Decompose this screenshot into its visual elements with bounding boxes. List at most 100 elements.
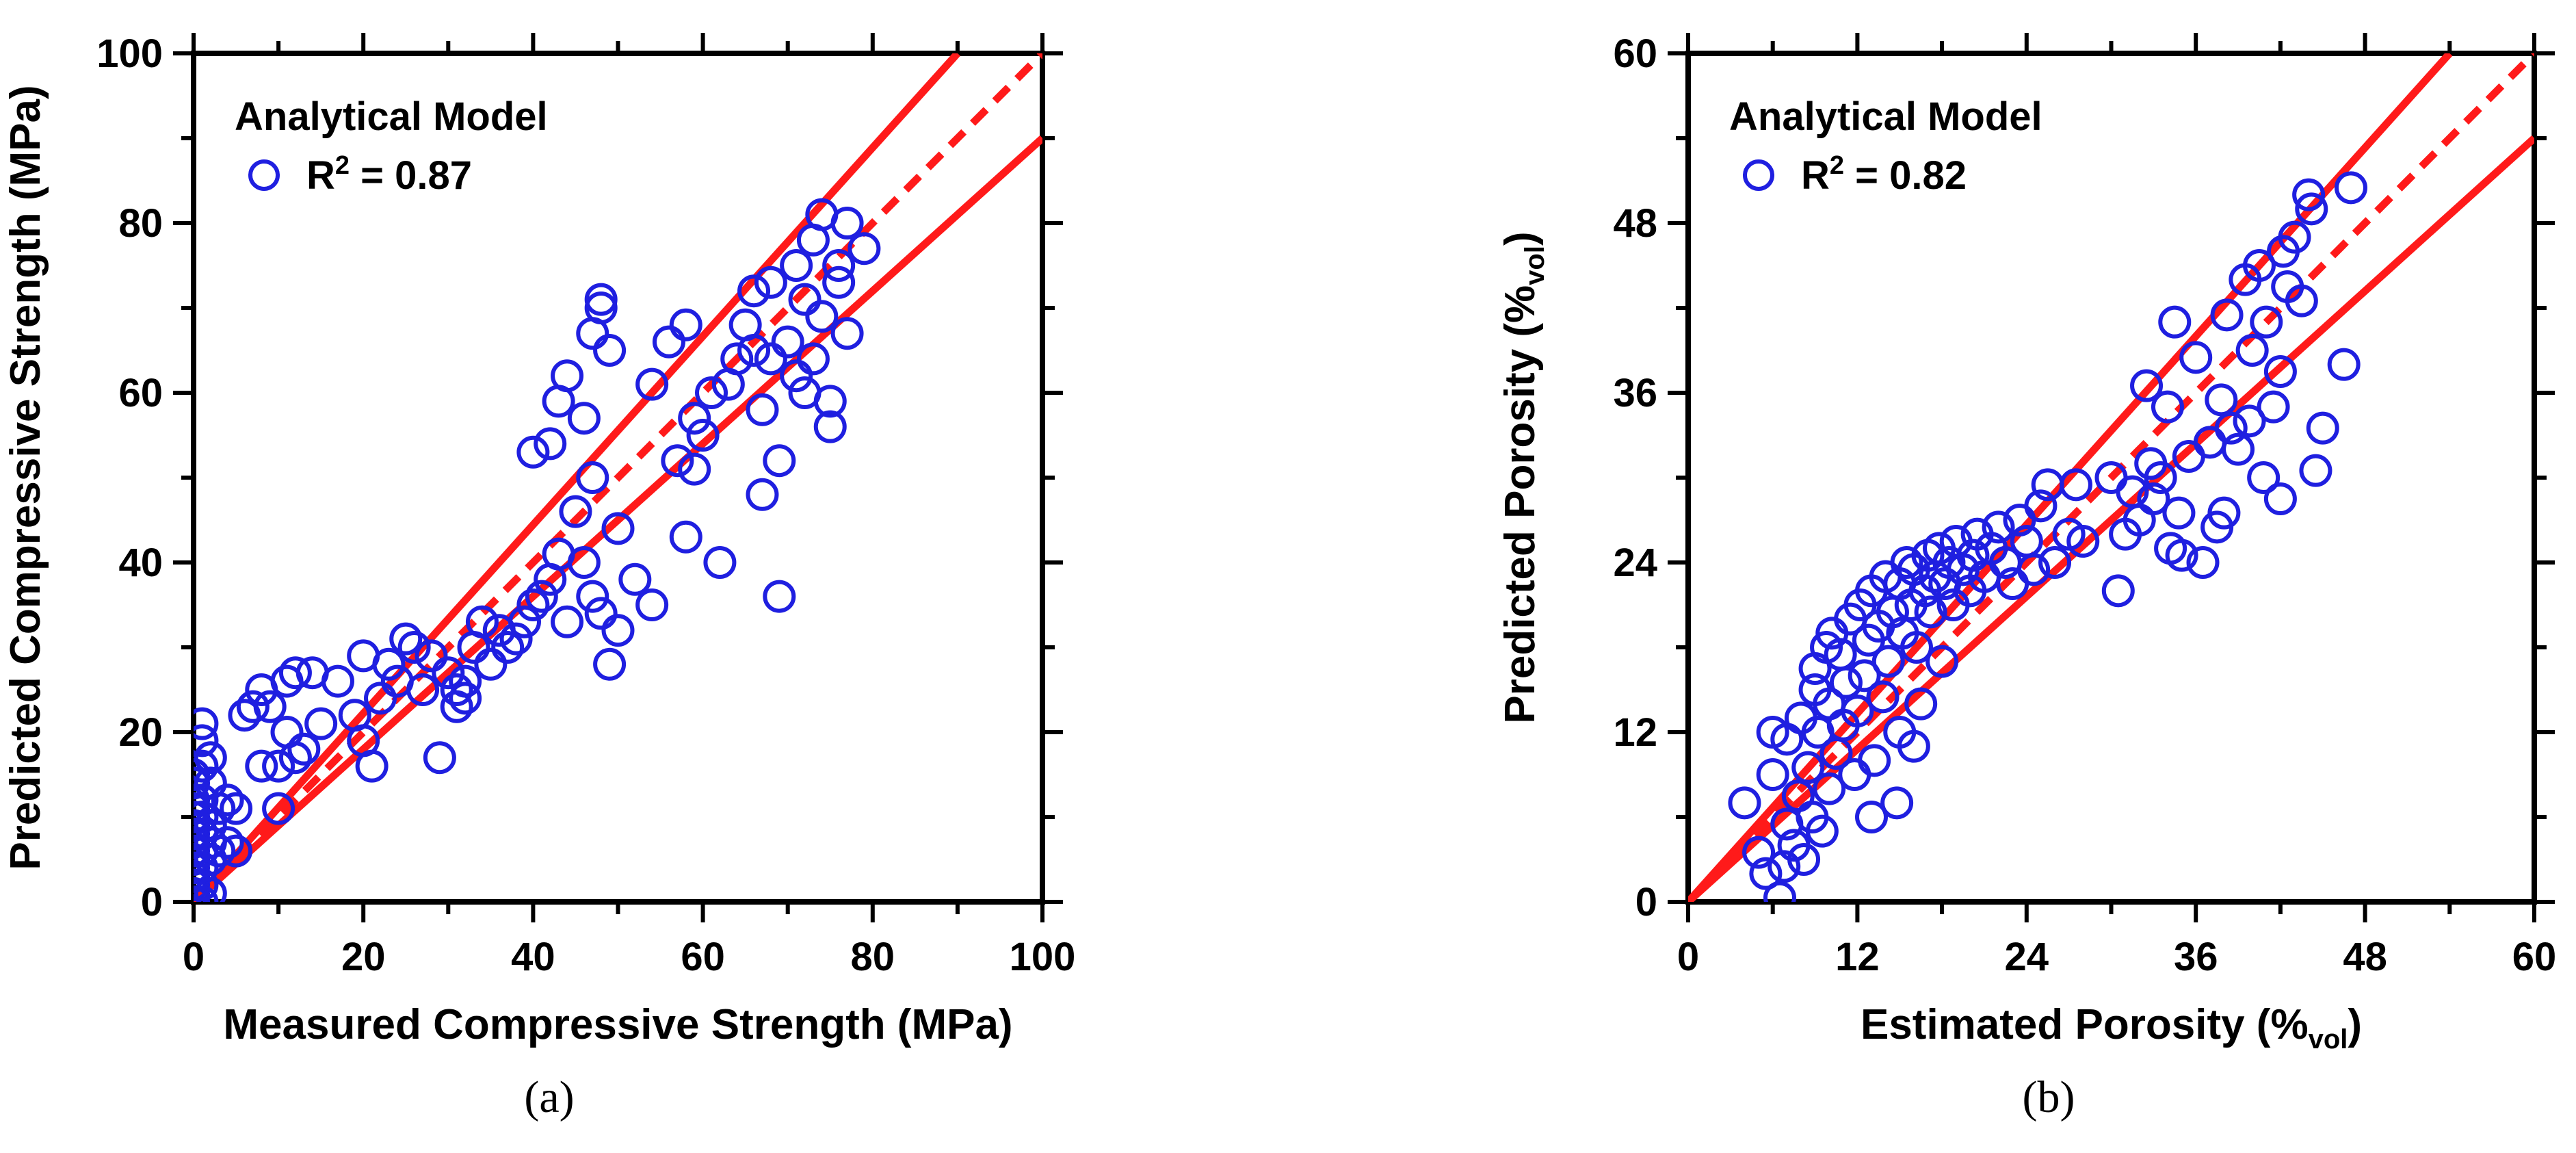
identity-line [1688, 53, 2534, 902]
y-axis-title: Predicted Compressive Strength (MPa) [2, 85, 49, 870]
bound-line [194, 135, 1042, 902]
data-point [669, 520, 702, 554]
data-point [2292, 178, 2326, 211]
data-point [754, 342, 787, 376]
data-point [754, 265, 787, 299]
x-tick-label: 60 [681, 935, 725, 979]
data-point [1728, 786, 1761, 820]
data-point [1763, 881, 1797, 902]
data-point [2165, 539, 2198, 572]
data-point [618, 562, 652, 596]
data-point [830, 207, 864, 239]
data-point [194, 758, 210, 791]
data-point [304, 707, 338, 740]
bound-line [194, 53, 960, 902]
data-point [1858, 744, 1891, 777]
data-point [635, 367, 669, 401]
data-point [245, 749, 278, 783]
x-tick-label: 80 [851, 935, 895, 979]
y-tick-label: 12 [1613, 710, 1657, 755]
data-point [2263, 482, 2297, 515]
y-tick-label: 60 [118, 371, 163, 415]
data-point [1904, 687, 1938, 721]
data-point [2024, 489, 2058, 523]
data-point [788, 283, 822, 316]
y-tick-label: 36 [1613, 371, 1657, 415]
data-point [465, 605, 499, 638]
data-point [796, 342, 830, 376]
data-point [2334, 171, 2367, 205]
data-point [737, 334, 771, 367]
data-point [2235, 334, 2269, 367]
data-point [1749, 857, 1783, 890]
data-point [1900, 631, 1933, 664]
data-point [669, 308, 702, 341]
data-point [2210, 298, 2244, 332]
data-point [194, 851, 210, 885]
data-point [355, 749, 389, 783]
data-point [2214, 411, 2248, 445]
data-point [220, 792, 253, 825]
y-axis-title: Predicted Porosity (%vol) [1497, 231, 1550, 723]
panel-b-chart: 0 12 24 36 48 60 0 12 24 36 48 60 Analytical Model R2… [1497, 31, 2556, 1122]
plot-area [194, 53, 1042, 902]
data-point [2066, 525, 2100, 558]
data-point [2233, 404, 2266, 438]
data-point [1871, 645, 1905, 678]
data-point [567, 402, 601, 435]
x-tick-label: 24 [2005, 935, 2049, 979]
data-point [601, 614, 635, 647]
data-point [1742, 835, 1776, 869]
data-point [516, 435, 550, 469]
data-point [1829, 666, 1863, 699]
data-point [253, 690, 287, 723]
data-point [746, 393, 779, 426]
data-point [516, 588, 550, 621]
x-tick-label: 60 [2512, 935, 2557, 979]
data-point [559, 495, 592, 528]
data-point [2247, 461, 2281, 494]
legend-title: Analytical Model [235, 94, 548, 139]
data-point [432, 656, 465, 690]
data-point [2285, 284, 2318, 318]
data-point [287, 732, 321, 766]
legend-title: Analytical Model [1729, 94, 2042, 139]
data-point [737, 274, 771, 308]
x-tick-label: 100 [1010, 935, 1076, 979]
data-point [822, 249, 856, 282]
data-point [194, 817, 210, 851]
identity-line [194, 53, 1042, 902]
data-point [2151, 390, 2184, 424]
data-point [576, 461, 609, 494]
data-point [415, 639, 448, 673]
data-point [194, 877, 227, 902]
data-point [1982, 510, 2015, 544]
data-point [2059, 468, 2092, 502]
x-tick-label: 0 [183, 935, 205, 979]
data-point [202, 834, 236, 868]
data-point [2205, 383, 2238, 417]
data-point [194, 859, 210, 893]
data-point [397, 631, 431, 664]
data-point [584, 597, 618, 630]
data-point [746, 478, 779, 511]
data-point [194, 868, 210, 902]
y-tick-label: 80 [118, 201, 163, 246]
data-point [2038, 546, 2072, 579]
data-point [2130, 369, 2164, 402]
y-tick-label: 100 [96, 31, 163, 76]
data-point [567, 546, 601, 579]
data-point [1756, 758, 1789, 791]
y-tick-label: 60 [1613, 31, 1657, 76]
data-point [1841, 695, 1874, 727]
y-tick-label: 40 [118, 541, 163, 585]
data-point [813, 385, 847, 418]
x-tick-label: 0 [1677, 935, 1699, 979]
legend-entry: R2 = 0.87 [306, 151, 472, 198]
data-point [780, 249, 813, 282]
data-point [2299, 454, 2332, 487]
data-point [2222, 432, 2255, 466]
data-point [449, 664, 482, 698]
data-point [695, 376, 728, 409]
data-point [2257, 390, 2290, 424]
